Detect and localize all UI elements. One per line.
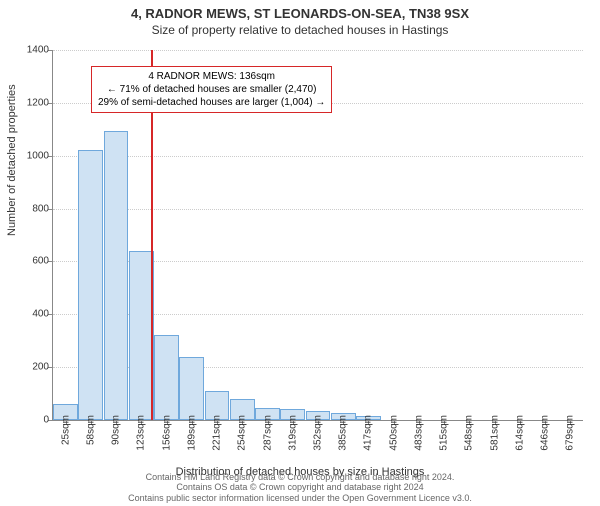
chart-area: 020040060080010001200140025sqm58sqm90sqm… bbox=[52, 50, 582, 420]
histogram-bar bbox=[78, 150, 103, 420]
xtick-label: 679sqm bbox=[565, 415, 576, 451]
histogram-bar bbox=[154, 335, 179, 420]
xtick-label: 25sqm bbox=[60, 415, 71, 445]
chart-title-desc: Size of property relative to detached ho… bbox=[0, 23, 600, 37]
xtick-label: 581sqm bbox=[489, 415, 500, 451]
xtick-label: 352sqm bbox=[313, 415, 324, 451]
histogram-bar bbox=[129, 251, 154, 420]
chart-title-address: 4, RADNOR MEWS, ST LEONARDS-ON-SEA, TN38… bbox=[0, 6, 600, 21]
xtick-label: 319sqm bbox=[287, 415, 298, 451]
xtick-label: 548sqm bbox=[464, 415, 475, 451]
annotation-line: ← 71% of detached houses are smaller (2,… bbox=[98, 83, 325, 96]
xtick-label: 254sqm bbox=[237, 415, 248, 451]
xtick-label: 123sqm bbox=[136, 415, 147, 451]
xtick-label: 417sqm bbox=[363, 415, 374, 451]
ytick-label: 1400 bbox=[9, 45, 49, 56]
annotation-box: 4 RADNOR MEWS: 136sqm← 71% of detached h… bbox=[91, 66, 332, 113]
ytick-label: 200 bbox=[9, 362, 49, 373]
ytick-label: 0 bbox=[9, 415, 49, 426]
xtick-label: 385sqm bbox=[338, 415, 349, 451]
xtick-label: 614sqm bbox=[514, 415, 525, 451]
footer-line: Contains OS data © Crown copyright and d… bbox=[0, 482, 600, 493]
ytick-label: 1200 bbox=[9, 97, 49, 108]
gridline bbox=[53, 50, 583, 51]
ytick-label: 800 bbox=[9, 203, 49, 214]
annotation-line: 29% of semi-detached houses are larger (… bbox=[98, 96, 325, 109]
plot-area: 020040060080010001200140025sqm58sqm90sqm… bbox=[52, 50, 583, 421]
xtick-label: 221sqm bbox=[212, 415, 223, 451]
gridline bbox=[53, 156, 583, 157]
xtick-label: 515sqm bbox=[439, 415, 450, 451]
annotation-line: 4 RADNOR MEWS: 136sqm bbox=[98, 70, 325, 83]
xtick-label: 156sqm bbox=[161, 415, 172, 451]
xtick-label: 90sqm bbox=[111, 415, 122, 445]
xtick-label: 189sqm bbox=[186, 415, 197, 451]
ytick-label: 1000 bbox=[9, 150, 49, 161]
histogram-bar bbox=[179, 357, 204, 420]
xtick-label: 287sqm bbox=[262, 415, 273, 451]
ytick-label: 400 bbox=[9, 309, 49, 320]
xtick-label: 58sqm bbox=[85, 415, 96, 445]
histogram-bar bbox=[104, 131, 129, 420]
gridline bbox=[53, 209, 583, 210]
footer-line: Contains public sector information licen… bbox=[0, 493, 600, 504]
xtick-label: 483sqm bbox=[413, 415, 424, 451]
footer-attribution: Contains HM Land Registry data © Crown c… bbox=[0, 472, 600, 504]
xtick-label: 646sqm bbox=[540, 415, 551, 451]
xtick-label: 450sqm bbox=[388, 415, 399, 451]
ytick-label: 600 bbox=[9, 256, 49, 267]
footer-line: Contains HM Land Registry data © Crown c… bbox=[0, 472, 600, 483]
